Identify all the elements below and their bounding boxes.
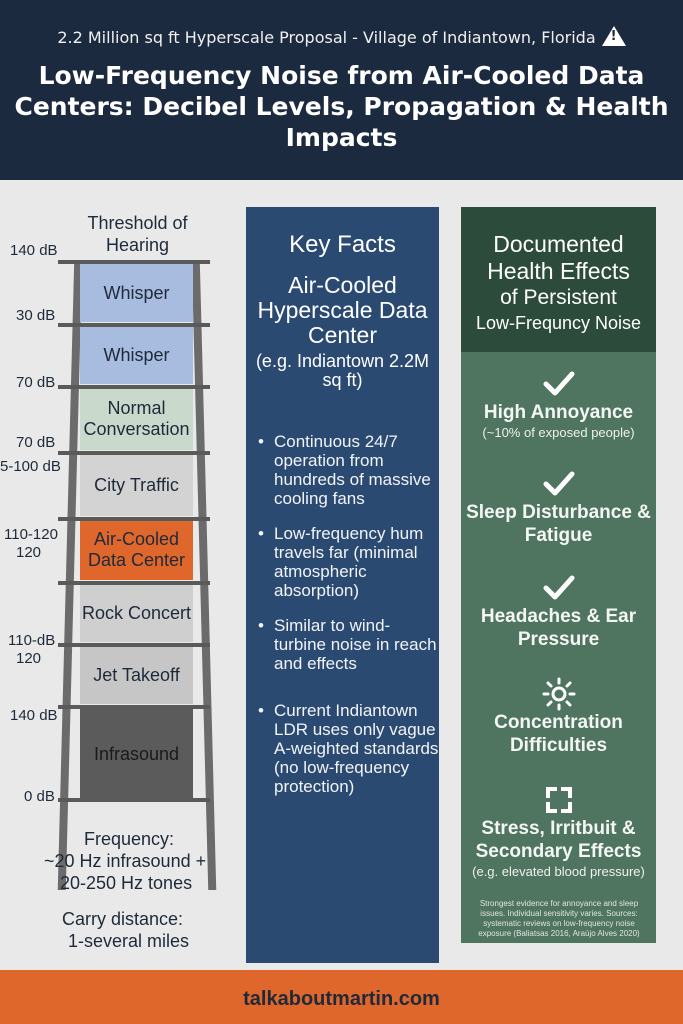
scale-rung: [58, 323, 210, 327]
level-normal-conversation: Normal Conversation: [80, 388, 193, 450]
carry-label: Carry distance:: [62, 909, 184, 929]
key-facts-heading: Key Facts: [289, 231, 396, 258]
level-whisper-2: Whisper: [80, 326, 193, 384]
y-label: 110-dB: [8, 632, 56, 649]
scale-rung: [58, 798, 210, 802]
list-item: Current Indiantown LDR uses only vague A…: [256, 701, 439, 796]
scale-rung: [58, 260, 210, 264]
y-label: 5-100 dB: [0, 458, 61, 475]
level-city-traffic: City Traffic: [80, 454, 193, 516]
key-facts-list: Continuous 24/7 operation from hundreds …: [256, 432, 439, 796]
carry-info: Carry distance: 1-several miles: [62, 908, 232, 952]
y-label: 120: [16, 650, 42, 667]
level-infrasound: Infrasound: [80, 708, 193, 800]
y-label: 70 dB: [16, 434, 56, 451]
frequency-info: Frequency: ~20 Hz infrasound + 20-250 Hz…: [40, 828, 240, 894]
y-label: 70 dB: [16, 374, 56, 391]
checkmark-icon: [461, 467, 656, 501]
list-item: Low-frequency hum travels far (minimal a…: [256, 524, 439, 600]
header: 2.2 Million sq ft Hyperscale Proposal - …: [0, 0, 683, 180]
footer-site-link[interactable]: talkaboutmartin.com: [243, 988, 440, 1010]
effect-label: Headaches & Ear Pressure: [480, 606, 637, 650]
scale-rung: [58, 705, 210, 709]
frequency-value: 20-250 Hz tones: [60, 873, 193, 893]
warning-triangle-icon: [601, 26, 626, 46]
frequency-label: Frequency:: [84, 829, 175, 849]
level-jet-takeoff: Jet Takeoff: [80, 646, 193, 704]
level-air-cooled-data-center: Air-Cooled Data Center: [80, 520, 193, 580]
health-effects-panel: Documented Health Effects of Persistent …: [461, 207, 656, 943]
carry-value: 1-several miles: [68, 931, 190, 951]
effect-note: (e.g. elevated blood pressure): [472, 864, 645, 879]
key-facts-panel: Key Facts Air-Cooled Hyperscale Data Cen…: [246, 207, 439, 963]
scale-rung: [58, 643, 210, 647]
effect-high-annoyance: High Annoyance (~10% of exposed people): [461, 367, 656, 441]
effect-label: Concentration Difficulties: [494, 712, 623, 756]
sources-fineprint: Strongest evidence for annoyance and sle…: [478, 899, 640, 938]
checkmark-icon: [461, 367, 656, 401]
effect-stress: Stress, Irritbuit & Secondary Effects (e…: [461, 783, 656, 880]
frequency-value: ~20 Hz infrasound +: [44, 851, 207, 871]
effect-label: High Annoyance: [483, 402, 634, 423]
y-label: 140 dB: [10, 707, 58, 724]
y-label: 140 dB: [10, 242, 58, 259]
y-label: 120: [16, 544, 42, 561]
health-heading-line: of Persistent: [500, 286, 617, 309]
scale-rung: [58, 385, 210, 389]
y-label: 110-120: [4, 526, 58, 543]
health-heading-line: Documented Health Effects: [487, 231, 630, 284]
effect-headaches: Headaches & Ear Pressure: [461, 571, 656, 651]
effect-label: Sleep Disturbance & Fatigue: [466, 502, 651, 546]
scale-rung: [58, 451, 210, 455]
scale-rung: [58, 517, 210, 521]
level-whisper-1: Whisper: [80, 264, 193, 322]
effect-label: Stress, Irritbuit & Secondary Effects: [475, 818, 642, 862]
header-subtitle: 2.2 Million sq ft Hyperscale Proposal - …: [0, 26, 683, 47]
key-facts-example: (e.g. Indiantown 2.2M sq ft): [255, 351, 430, 390]
key-facts-subheading: Air-Cooled Hyperscale Data Center: [257, 272, 428, 348]
checkmark-icon: [461, 571, 656, 605]
level-rock-concert: Rock Concert: [80, 584, 193, 642]
health-heading-line: Low-Frequncy Noise: [475, 313, 642, 333]
scale-rail-right: [191, 260, 217, 890]
y-label: 0 dB: [24, 788, 55, 805]
list-item: Similar to wind-turbine noise in reach a…: [256, 616, 439, 673]
scale-rail-left: [57, 260, 83, 890]
effect-note: (~10% of exposed people): [482, 425, 635, 440]
decibel-scale: Threshold of Hearing Whisper Whisper Nor…: [0, 180, 240, 970]
effect-concentration: Concentration Difficulties: [461, 677, 656, 757]
page-title: Low-Frequency Noise from Air-Cooled Data…: [14, 61, 669, 152]
effect-sleep-disturbance: Sleep Disturbance & Fatigue: [461, 467, 656, 547]
sun-icon: [461, 677, 656, 711]
focus-bracket-icon: [461, 783, 656, 817]
y-label: 30 dB: [16, 307, 56, 324]
health-heading: Documented Health Effects of Persistent …: [461, 207, 656, 352]
threshold-label: Threshold of Hearing: [87, 213, 188, 255]
list-item: Continuous 24/7 operation from hundreds …: [256, 432, 439, 508]
scale-rung: [58, 581, 210, 585]
footer: talkaboutmartin.com: [0, 970, 683, 1024]
